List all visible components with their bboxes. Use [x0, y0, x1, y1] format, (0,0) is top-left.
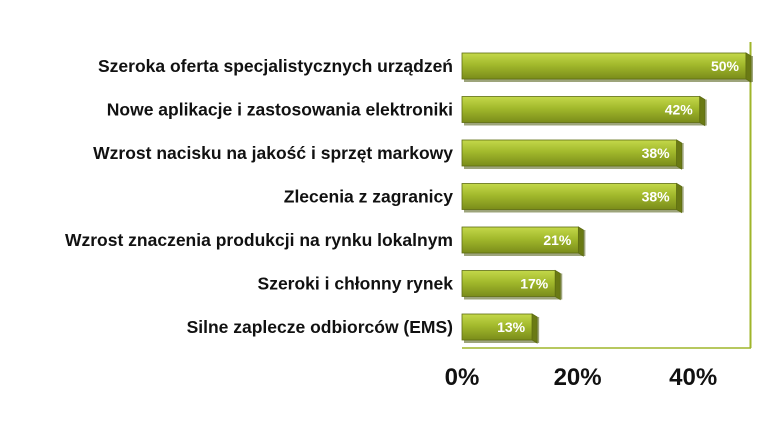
bar-end-cap: [676, 139, 683, 170]
bar-end-cap: [745, 52, 752, 83]
category-label: Szeroka oferta specjalistycznych urządze…: [98, 56, 453, 76]
bar-body: [461, 226, 579, 254]
x-tick-label: 0%: [445, 364, 480, 391]
category-label: Wzrost znaczenia produkcji na rynku loka…: [65, 230, 453, 250]
value-label: 13%: [497, 319, 526, 335]
bar: [461, 139, 684, 170]
value-label: 38%: [642, 189, 671, 205]
category-label: Szeroki i chłonny rynek: [258, 274, 454, 294]
bar: [461, 269, 563, 301]
bar: [461, 52, 753, 83]
bar: [461, 182, 684, 214]
bar-end-cap: [699, 95, 706, 127]
bar-body: [461, 52, 747, 80]
bar: [461, 95, 707, 127]
category-label: Wzrost nacisku na jakość i sprzęt markow…: [93, 143, 453, 163]
bar-end-cap: [577, 226, 584, 257]
value-label: 17%: [520, 276, 549, 292]
value-label: 38%: [642, 145, 671, 161]
bar-body: [461, 270, 556, 297]
bar-body: [461, 183, 678, 210]
category-label: Silne zaplecze odbiorców (EMS): [187, 317, 453, 337]
x-tick-label: 20%: [554, 364, 602, 391]
category-label: Zlecenia z zagranicy: [284, 187, 454, 207]
value-label: 42%: [665, 102, 694, 118]
bar-body: [461, 96, 701, 123]
x-tick-label: 40%: [669, 364, 717, 391]
bar: [461, 226, 586, 257]
bar-body: [461, 313, 533, 341]
bar-end-cap: [676, 182, 683, 214]
value-label: 21%: [543, 232, 572, 248]
bar-end-cap: [554, 269, 561, 301]
category-label: Nowe aplikacje i zastosowania elektronik…: [107, 100, 453, 120]
bar: [461, 313, 540, 344]
value-label: 50%: [711, 58, 740, 74]
bar-end-cap: [531, 313, 538, 344]
